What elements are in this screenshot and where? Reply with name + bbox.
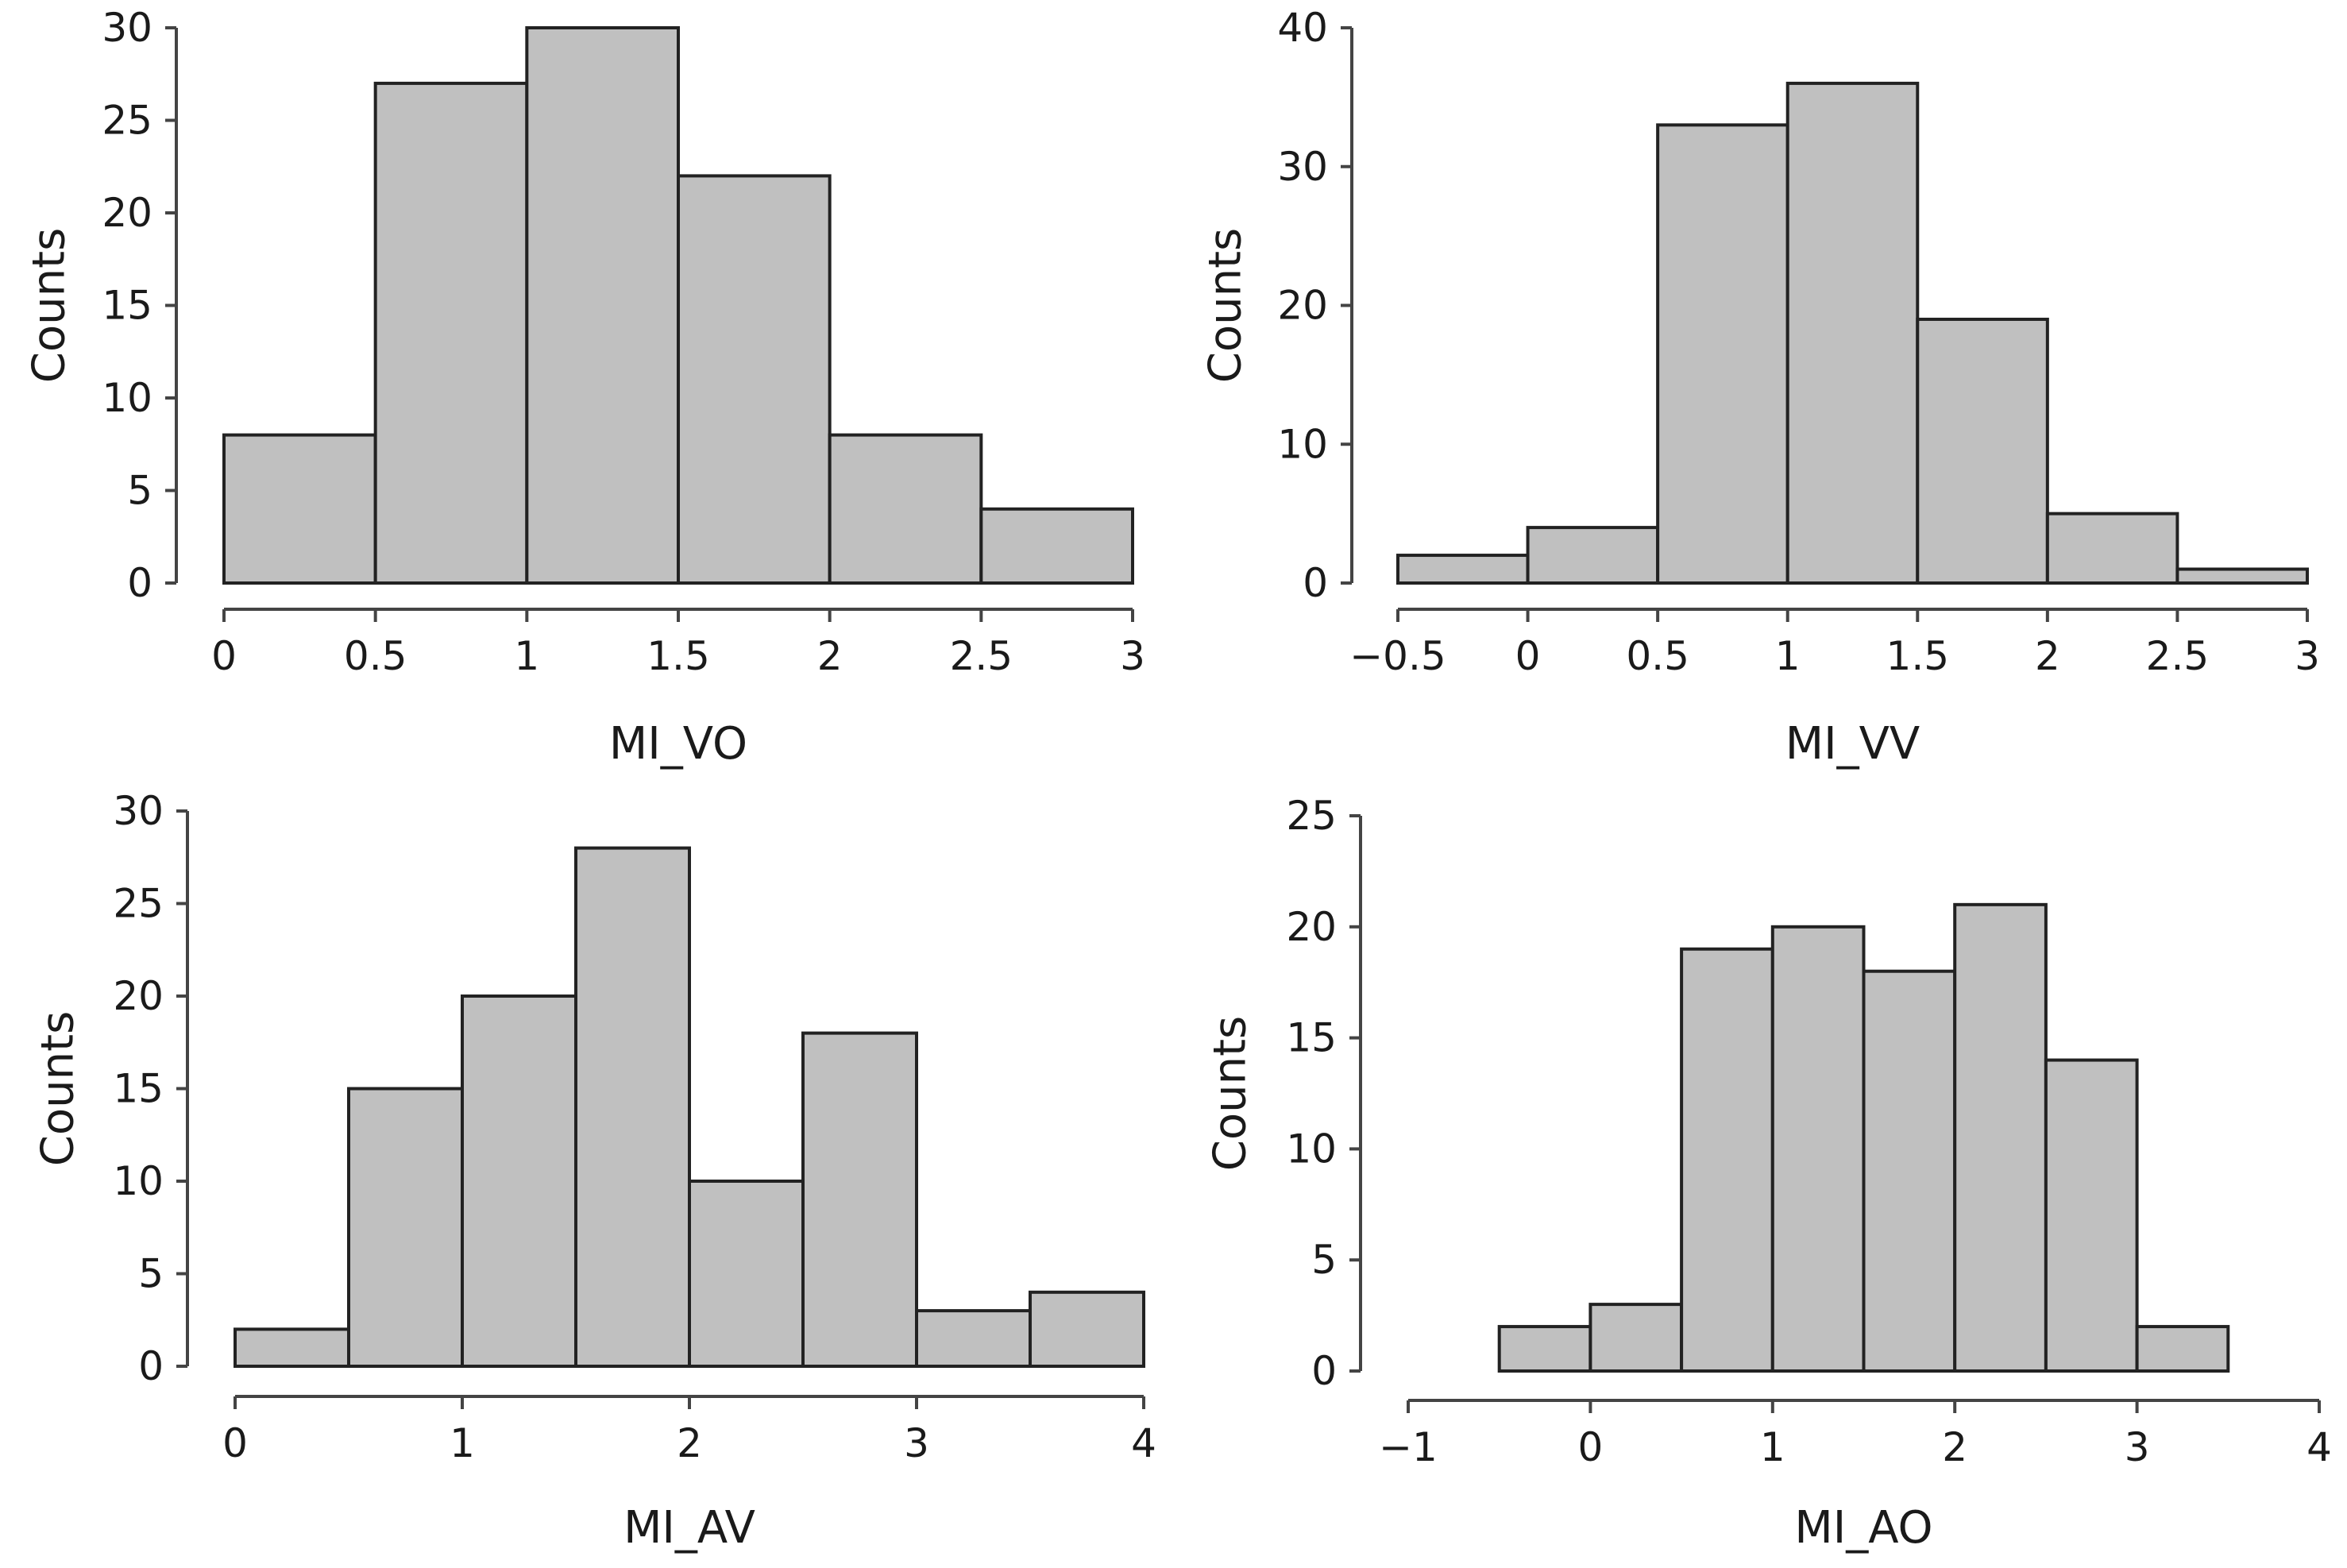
x-tick-label: 2.5 [2146, 633, 2210, 679]
x-tick-label: 4 [1131, 1420, 1156, 1466]
y-tick-label: 10 [1286, 1126, 1337, 1172]
x-tick-label: 2.5 [950, 633, 1013, 679]
x-tick-label: 1 [450, 1420, 475, 1466]
x-tick-label: 2 [2035, 633, 2060, 679]
histogram-bar [373, 81, 529, 585]
histogram-bar [1588, 1303, 1684, 1373]
y-tick-label: 25 [113, 881, 164, 927]
histogram-bar [828, 433, 983, 585]
histogram-panel-mi-vo: 0 5 10 15 20 25 30 0 0.5 1 1.5 2 2.5 3 MI_VO Counts [24, 5, 1145, 770]
histogram-bar [915, 1309, 1032, 1368]
x-tick-label: 0 [1515, 633, 1541, 679]
x-tick-label: −0.5 [1349, 633, 1446, 679]
y-tick-label: 20 [113, 973, 164, 1019]
x-tick-label: 2 [1942, 1424, 1967, 1470]
y-tick-label: 25 [102, 98, 152, 144]
histogram-bar [525, 26, 680, 585]
y-tick-label: 5 [1311, 1237, 1337, 1283]
y-tick-label: 30 [1277, 144, 1328, 190]
x-tick-label: −1 [1379, 1424, 1438, 1470]
x-tick-label: 3 [904, 1420, 929, 1466]
y-axis-title: Counts [24, 228, 75, 383]
x-tick-label: 2 [677, 1420, 702, 1466]
histogram-bar [1396, 554, 1530, 585]
histogram-bar [688, 1180, 805, 1368]
histogram-panel-mi-ao: 0 5 10 15 20 25 −1 0 1 2 3 4 MI_AO Counts [1205, 793, 2332, 1554]
x-axis-title: MI_VO [609, 718, 747, 770]
histogram-bar [1862, 969, 1957, 1373]
histogram-bar [222, 433, 377, 585]
y-tick-label: 5 [138, 1251, 164, 1297]
x-tick-label: 1 [1760, 1424, 1785, 1470]
x-tick-label: 4 [2306, 1424, 2332, 1470]
histogram-bar [1029, 1290, 1145, 1369]
histogram-bar [347, 1087, 464, 1368]
y-tick-label: 30 [113, 788, 164, 834]
x-tick-label: 1 [1775, 633, 1801, 679]
x-tick-label: 3 [2295, 633, 2320, 679]
y-tick-label: 40 [1277, 5, 1328, 51]
x-tick-label: 0.5 [344, 633, 407, 679]
x-tick-label: 0 [211, 633, 237, 679]
histogram-panel-mi-av: 0 5 10 15 20 25 30 0 1 2 3 4 MI_AV Counts [33, 788, 1156, 1554]
x-tick-label: 0.5 [1626, 633, 1689, 679]
y-tick-label: 0 [1311, 1348, 1337, 1394]
x-tick-label: 1.5 [1886, 633, 1950, 679]
y-tick-label: 10 [102, 375, 152, 421]
histogram-bar [1953, 902, 2048, 1373]
histogram-bar [2044, 1058, 2139, 1373]
x-axis-title: MI_AV [623, 1502, 755, 1554]
y-tick-label: 20 [102, 190, 152, 236]
x-tick-label: 3 [2125, 1424, 2150, 1470]
histogram-bar [2045, 512, 2179, 585]
x-tick-label: 0 [222, 1420, 248, 1466]
y-tick-label: 15 [1286, 1015, 1337, 1061]
y-tick-label: 20 [1277, 283, 1328, 329]
histogram-panel-mi-vv: 0 10 20 30 40 −0.5 0 0.5 1 1.5 2 2.5 3 MI_VV Counts [1200, 5, 2320, 770]
y-tick-label: 5 [127, 468, 152, 514]
y-tick-label: 25 [1286, 793, 1337, 839]
histogram-bar [2135, 1325, 2230, 1373]
x-tick-label: 0 [1577, 1424, 1603, 1470]
histogram-bar [1785, 81, 1920, 585]
x-axis-title: MI_AO [1794, 1502, 1932, 1554]
y-tick-label: 0 [1303, 560, 1328, 606]
histogram-bar [574, 846, 691, 1368]
histogram-bar [2175, 567, 2309, 585]
histogram-bar [1526, 526, 1660, 585]
histogram-bar [979, 507, 1135, 585]
y-tick-label: 0 [127, 560, 152, 606]
y-tick-label: 30 [102, 5, 152, 51]
histogram-bar [461, 994, 577, 1368]
histogram-bar [1656, 123, 1789, 585]
y-tick-label: 15 [102, 283, 152, 329]
histogram-bar [677, 174, 832, 585]
histogram-bar [801, 1031, 918, 1368]
y-tick-label: 10 [1277, 421, 1328, 467]
x-tick-label: 1 [514, 633, 539, 679]
x-tick-label: 1.5 [647, 633, 710, 679]
y-tick-label: 0 [138, 1343, 164, 1389]
histogram-bar [234, 1327, 350, 1369]
histogram-bar [1680, 947, 1774, 1373]
y-tick-label: 20 [1286, 904, 1337, 950]
histogram-bar [1770, 925, 1866, 1373]
y-axis-title: Counts [1200, 228, 1252, 383]
y-axis-title: Counts [1205, 1016, 1256, 1171]
histogram-bar [1497, 1325, 1592, 1373]
y-axis-title: Counts [33, 1011, 84, 1166]
x-axis-title: MI_VV [1785, 718, 1920, 770]
histogram-bar [1916, 317, 2049, 585]
x-tick-label: 2 [817, 633, 843, 679]
y-tick-label: 15 [113, 1066, 164, 1112]
x-tick-label: 3 [1120, 633, 1145, 679]
y-tick-label: 10 [113, 1158, 164, 1204]
